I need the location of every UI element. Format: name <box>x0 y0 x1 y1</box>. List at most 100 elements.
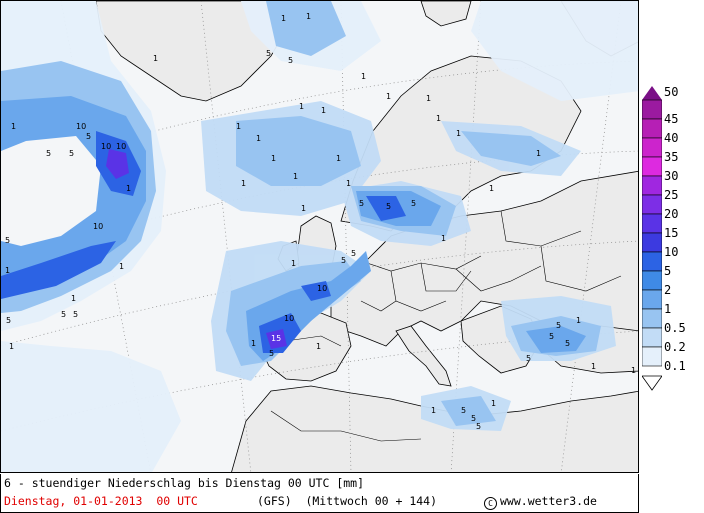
svg-text:1: 1 <box>251 339 256 348</box>
legend-label: 25 <box>664 188 679 202</box>
map-caption: 6 - stuendiger Niederschlag bis Dienstag… <box>0 474 639 513</box>
legend-box <box>642 251 662 272</box>
svg-text:1: 1 <box>591 362 596 371</box>
svg-text:1: 1 <box>491 399 496 408</box>
svg-text:1: 1 <box>236 122 241 131</box>
svg-text:1: 1 <box>5 266 10 275</box>
legend-box <box>642 270 662 291</box>
svg-text:1: 1 <box>316 342 321 351</box>
legend-top-arrow <box>642 86 662 100</box>
svg-text:1: 1 <box>426 94 431 103</box>
precipitation-legend: 50 45 40 35 30 25 20 15 10 5 2 1 0.5 0.2 0.1 <box>642 86 702 396</box>
svg-text:1: 1 <box>489 184 494 193</box>
svg-text:1: 1 <box>126 184 131 193</box>
svg-text:1: 1 <box>301 204 306 213</box>
legend-label: 15 <box>664 226 679 240</box>
legend-box <box>642 175 662 196</box>
svg-text:5: 5 <box>556 321 561 330</box>
precipitation-map: 1 1 5 5 1 1 1 1 1 1 1 1 1 1 1 1 1 1 1 1 … <box>0 0 639 473</box>
svg-text:1: 1 <box>153 54 158 63</box>
legend-box <box>642 118 662 139</box>
svg-text:5: 5 <box>266 49 271 58</box>
svg-text:1: 1 <box>119 262 124 271</box>
caption-title: 6 - stuendiger Niederschlag bis Dienstag… <box>4 476 365 490</box>
legend-box <box>642 213 662 234</box>
svalbard-landmass <box>420 1 472 27</box>
copyright-text: www.wetter3.de <box>500 494 597 508</box>
svg-text:10: 10 <box>284 314 294 323</box>
svg-text:1: 1 <box>293 172 298 181</box>
svg-text:1: 1 <box>336 154 341 163</box>
svg-text:5: 5 <box>46 149 51 158</box>
legend-box <box>642 346 662 367</box>
legend-label: 0.5 <box>664 321 686 335</box>
legend-box <box>642 232 662 253</box>
legend-color-boxes <box>642 99 662 367</box>
legend-label: 10 <box>664 245 679 259</box>
caption-date: Dienstag, 01-01-2013 00 UTC <box>4 494 198 508</box>
svg-text:1: 1 <box>361 72 366 81</box>
svg-text:5: 5 <box>359 199 364 208</box>
svg-text:5: 5 <box>411 199 416 208</box>
legend-label: 50 <box>664 85 679 99</box>
legend-bottom-arrow <box>642 375 662 391</box>
svg-text:5: 5 <box>565 339 570 348</box>
svg-text:15: 15 <box>271 334 281 343</box>
country-borders <box>270 210 622 442</box>
svg-text:5: 5 <box>5 236 10 245</box>
svg-text:1: 1 <box>386 92 391 101</box>
svg-text:5: 5 <box>6 316 11 325</box>
svg-text:1: 1 <box>306 12 311 21</box>
legend-box <box>642 308 662 329</box>
svg-text:1: 1 <box>576 316 581 325</box>
svg-text:1: 1 <box>291 259 296 268</box>
svg-text:5: 5 <box>476 422 481 431</box>
legend-label: 30 <box>664 169 679 183</box>
svg-text:5: 5 <box>351 249 356 258</box>
svg-text:10: 10 <box>101 142 111 151</box>
svg-text:5: 5 <box>69 149 74 158</box>
legend-box <box>642 327 662 348</box>
svg-text:10: 10 <box>76 122 86 131</box>
legend-colorbar <box>642 86 662 391</box>
precipitation-field-intense <box>1 131 406 353</box>
legend-label: 2 <box>664 283 672 297</box>
legend-box <box>642 137 662 158</box>
legend-label: 0.2 <box>664 340 686 354</box>
svg-text:1: 1 <box>436 114 441 123</box>
svg-text:5: 5 <box>386 202 391 211</box>
svg-text:1: 1 <box>536 149 541 158</box>
svg-text:5: 5 <box>549 332 554 341</box>
svg-text:10: 10 <box>93 222 103 231</box>
svg-text:5: 5 <box>471 414 476 423</box>
italy-landmass <box>395 325 452 387</box>
copyright-icon: C <box>484 497 497 510</box>
legend-label: 5 <box>664 264 672 278</box>
svg-text:1: 1 <box>256 134 261 143</box>
legend-label: 45 <box>664 112 679 126</box>
svg-text:1: 1 <box>346 179 351 188</box>
legend-box <box>642 194 662 215</box>
svg-text:1: 1 <box>431 406 436 415</box>
legend-label: 0.1 <box>664 359 686 373</box>
svg-text:1: 1 <box>631 366 636 375</box>
legend-label: 35 <box>664 150 679 164</box>
svg-text:5: 5 <box>526 354 531 363</box>
svg-text:1: 1 <box>299 102 304 111</box>
svg-text:5: 5 <box>61 310 66 319</box>
svg-text:1: 1 <box>241 179 246 188</box>
svg-text:10: 10 <box>116 142 126 151</box>
svg-text:5: 5 <box>288 56 293 65</box>
svg-text:1: 1 <box>321 106 326 115</box>
legend-label: 20 <box>664 207 679 221</box>
svg-text:1: 1 <box>281 14 286 23</box>
svg-text:1: 1 <box>9 342 14 351</box>
svg-text:5: 5 <box>341 256 346 265</box>
svg-text:5: 5 <box>73 310 78 319</box>
svg-text:5: 5 <box>269 349 274 358</box>
legend-box <box>642 156 662 177</box>
legend-label: 40 <box>664 131 679 145</box>
legend-box <box>642 99 662 120</box>
svg-text:1: 1 <box>441 234 446 243</box>
